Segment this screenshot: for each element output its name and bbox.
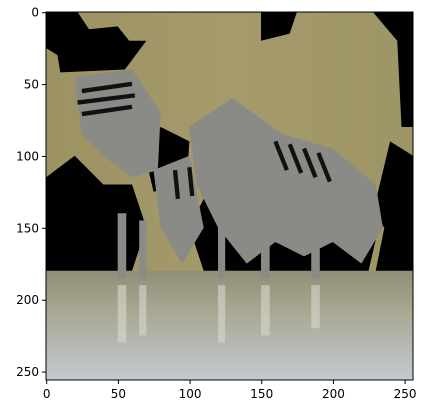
y-tick-label: 250 xyxy=(16,365,39,379)
x-tick-label: 150 xyxy=(250,387,273,401)
x-tick-label: 50 xyxy=(111,387,126,401)
x-tick-label: 250 xyxy=(394,387,417,401)
y-tick-label: 50 xyxy=(24,78,39,92)
y-tick-label: 100 xyxy=(16,149,39,163)
x-tick-label: 200 xyxy=(322,387,345,401)
image xyxy=(46,12,414,380)
y-tick-label: 150 xyxy=(16,221,39,235)
x-tick-label: 100 xyxy=(179,387,202,401)
x-tick-label: 0 xyxy=(43,387,51,401)
axes-frame xyxy=(45,11,414,381)
y-tick-label: 200 xyxy=(16,293,39,307)
y-tick-label: 0 xyxy=(31,6,39,20)
